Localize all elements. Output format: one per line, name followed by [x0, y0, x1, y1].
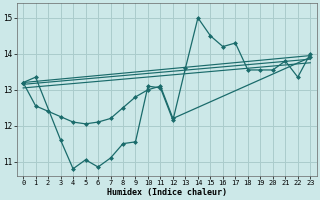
- X-axis label: Humidex (Indice chaleur): Humidex (Indice chaleur): [107, 188, 227, 197]
